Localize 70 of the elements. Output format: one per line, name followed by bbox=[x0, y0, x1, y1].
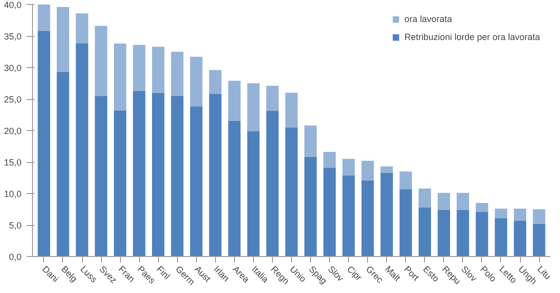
legend-label: ora lavorata bbox=[404, 14, 452, 24]
bar bbox=[438, 192, 450, 210]
bar bbox=[76, 13, 88, 44]
bar bbox=[285, 127, 298, 256]
bar bbox=[418, 188, 431, 208]
bar bbox=[190, 106, 202, 256]
bar bbox=[438, 210, 450, 256]
bar bbox=[304, 125, 317, 157]
bar bbox=[323, 168, 336, 256]
bar bbox=[152, 92, 164, 256]
y-tick-label: 20,0 bbox=[4, 126, 22, 136]
bar bbox=[418, 207, 431, 256]
y-tick-label: 10,0 bbox=[4, 189, 22, 199]
bar bbox=[285, 92, 298, 128]
bar bbox=[38, 4, 50, 31]
y-tick-label: 40,0 bbox=[4, 0, 22, 10]
x-tick-label: Slov bbox=[326, 264, 346, 284]
bar bbox=[532, 209, 546, 224]
y-tick-label: 0,0 bbox=[8, 252, 22, 262]
bar bbox=[132, 44, 146, 91]
bar bbox=[152, 46, 164, 93]
bar bbox=[266, 86, 279, 111]
x-tick-label: Slov bbox=[459, 264, 480, 284]
bar bbox=[56, 7, 70, 72]
bar bbox=[342, 175, 355, 256]
bar bbox=[532, 224, 546, 256]
bar bbox=[209, 94, 222, 256]
y-tick-label: 35,0 bbox=[4, 32, 22, 42]
bar bbox=[380, 166, 393, 173]
bar bbox=[76, 44, 88, 256]
bar bbox=[190, 56, 202, 107]
bar bbox=[38, 30, 50, 256]
bar bbox=[114, 44, 126, 110]
bar bbox=[456, 210, 470, 256]
bar bbox=[476, 202, 488, 212]
x-tick-label: Litu bbox=[536, 264, 553, 282]
bar bbox=[171, 96, 184, 256]
bar bbox=[247, 131, 260, 256]
bar bbox=[171, 52, 184, 96]
x-tick-label: Finl bbox=[154, 264, 172, 282]
bar bbox=[514, 220, 526, 256]
bar bbox=[266, 110, 279, 256]
bar bbox=[494, 218, 508, 256]
bar bbox=[228, 121, 241, 256]
bar bbox=[114, 110, 126, 256]
bar bbox=[56, 72, 70, 256]
bar bbox=[494, 208, 508, 218]
bar bbox=[342, 158, 355, 176]
bar bbox=[361, 160, 374, 180]
legend-label: Retribuzioni lorde per ora lavorata bbox=[404, 32, 540, 42]
bar bbox=[247, 83, 260, 132]
bar bbox=[380, 172, 393, 256]
bar bbox=[94, 26, 108, 96]
bar bbox=[456, 192, 470, 210]
bar bbox=[476, 212, 488, 256]
bar bbox=[304, 156, 317, 256]
bar bbox=[400, 171, 412, 190]
y-tick-label: 30,0 bbox=[4, 63, 22, 73]
bar bbox=[400, 189, 412, 256]
bar bbox=[323, 152, 336, 168]
bar bbox=[209, 70, 222, 94]
bar bbox=[361, 180, 374, 256]
y-tick-label: 5,0 bbox=[8, 220, 22, 230]
bar bbox=[132, 90, 146, 256]
y-tick-label: 25,0 bbox=[4, 94, 22, 104]
bar bbox=[94, 96, 108, 256]
bar bbox=[228, 80, 241, 122]
bar bbox=[514, 208, 526, 221]
x-tick-label: Cipr bbox=[345, 264, 364, 283]
y-tick-label: 15,0 bbox=[4, 158, 22, 168]
